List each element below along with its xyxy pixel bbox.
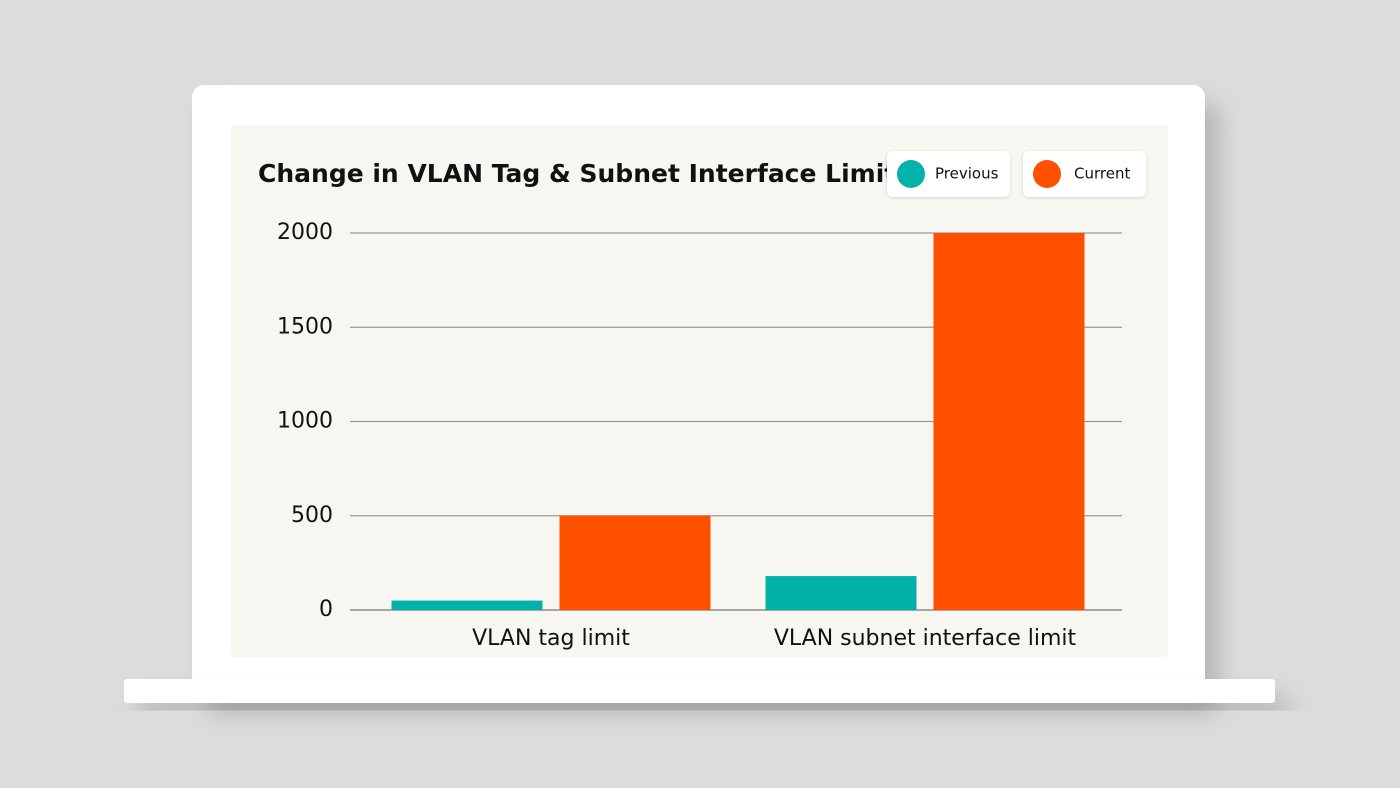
y-tick-label: 1000 <box>277 409 333 434</box>
bar <box>391 600 543 610</box>
legend: Previous Current <box>887 151 1146 197</box>
y-tick-label: 0 <box>319 597 333 622</box>
bar <box>765 576 917 610</box>
bar <box>933 233 1085 610</box>
legend-label: Previous <box>935 165 999 183</box>
legend-label: Current <box>1074 165 1130 183</box>
legend-swatch <box>897 160 925 188</box>
y-tick-label: 500 <box>291 503 333 528</box>
x-tick-label: VLAN subnet interface limit <box>774 626 1077 651</box>
laptop-base <box>124 679 1275 703</box>
bar <box>559 515 711 610</box>
legend-swatch <box>1033 160 1061 188</box>
chart-title: Change in VLAN Tag & Subnet Interface Li… <box>258 159 911 188</box>
y-tick-label: 1500 <box>277 314 333 339</box>
x-tick-label: VLAN tag limit <box>472 626 630 651</box>
y-tick-label: 2000 <box>277 220 333 245</box>
